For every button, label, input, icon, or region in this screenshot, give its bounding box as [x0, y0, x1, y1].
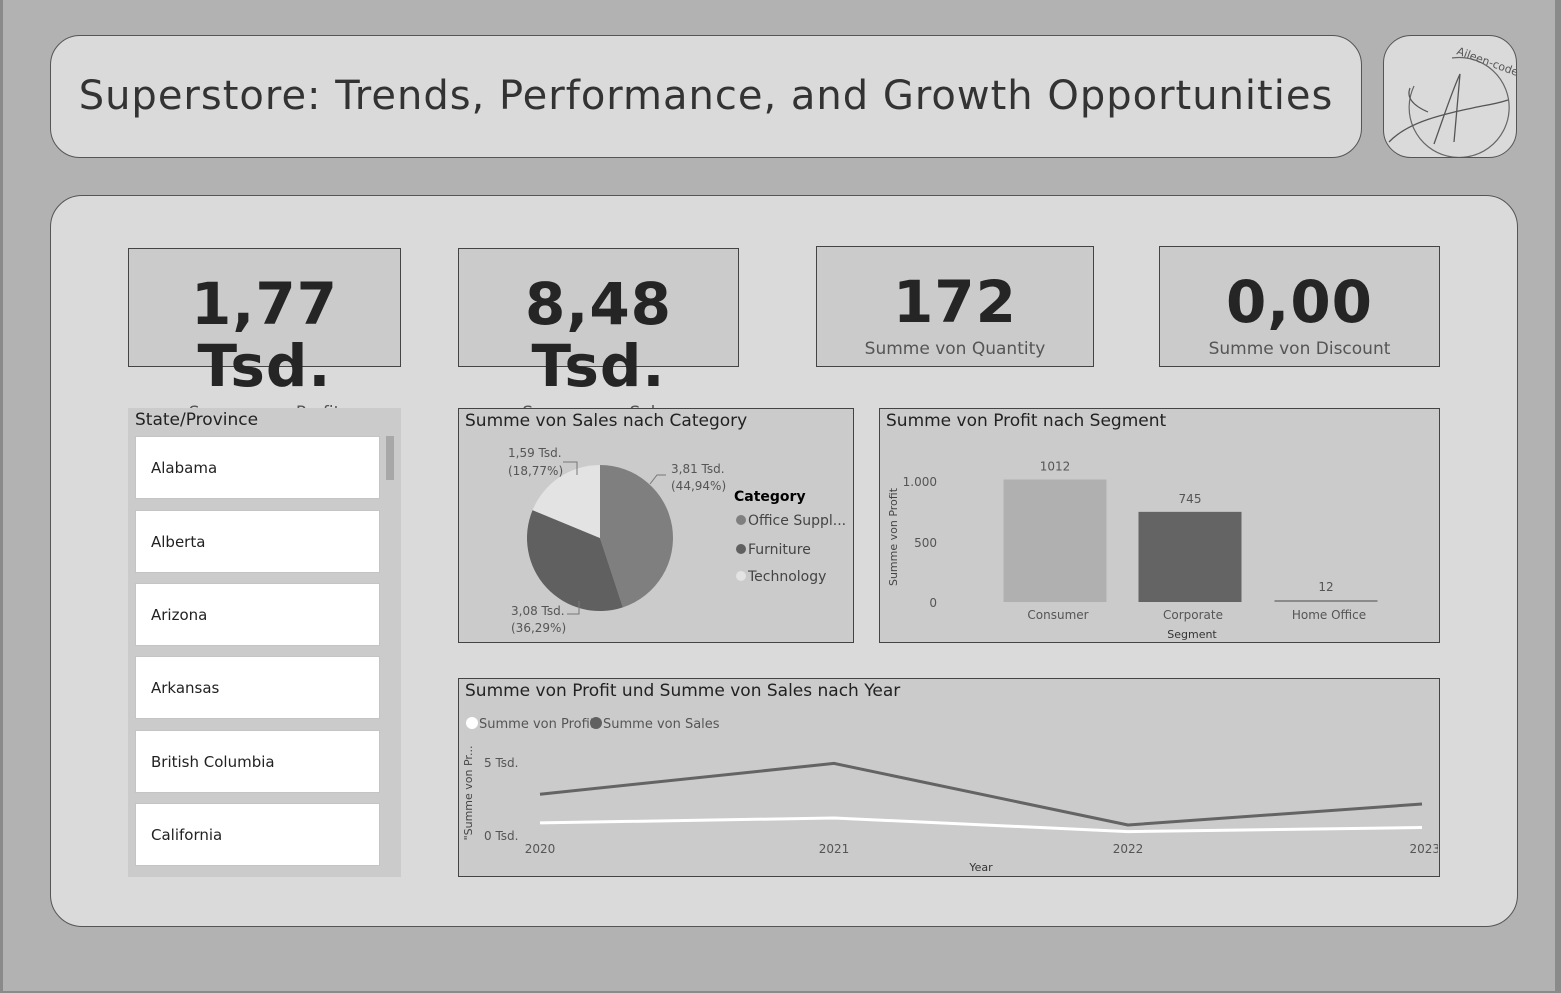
title-bar: Superstore: Trends, Performance, and Gro… [50, 35, 1362, 158]
state-slicer: State/Province Alabama Alberta Arizona A… [128, 408, 401, 877]
pie-legend-dot-technology [736, 571, 746, 581]
line-x-tick-2022: 2022 [1113, 842, 1144, 856]
bar-home-office[interactable] [1274, 600, 1378, 602]
line-legend-profit[interactable]: Summe von Profit [479, 717, 595, 732]
logo: Aileen-code [1383, 35, 1517, 158]
pie-leader-furniture [567, 601, 580, 615]
pie-label-furniture-value: 3,08 Tsd. [511, 604, 565, 618]
bar-chart: Summe von Profit 1.000 500 0 1012 Consume… [887, 460, 1378, 641]
bar-data-label-corporate: 745 [1179, 492, 1202, 506]
bar-chart-title: Summe von Profit nach Segment [886, 411, 1167, 431]
pie-legend-office[interactable]: Office Suppl... [748, 513, 846, 529]
bar-x-tick-consumer: Consumer [1027, 608, 1088, 622]
line-chart-visual[interactable]: Summe von Profit und Summe von Sales nac… [458, 678, 1440, 877]
kpi-value: 8,48 Tsd. [524, 270, 673, 400]
line-x-tick-2021: 2021 [819, 842, 850, 856]
pie-chart-title: Summe von Sales nach Category [465, 411, 748, 431]
pie-chart-visual[interactable]: Summe von Sales nach Category 3,81 Tsd. … [458, 408, 854, 643]
line-legend-dot-sales [590, 717, 602, 729]
slicer-scrollbar[interactable] [386, 436, 394, 480]
slicer-item-alberta[interactable]: Alberta [135, 510, 380, 573]
line-series-profit[interactable] [539, 816, 1423, 834]
line-legend-sales[interactable]: Summe von Sales [603, 717, 720, 732]
line-chart: Summe von Profit Summe von Sales "Summe … [462, 717, 1438, 874]
bar-y-tick: 0 [929, 596, 937, 610]
bar-y-axis-label: Summe von Profit [887, 487, 900, 586]
line-legend-dot-profit [466, 717, 478, 729]
bar-data-label-consumer: 1012 [1040, 460, 1071, 474]
line-y-axis-label: "Summe von Pr... [462, 746, 475, 841]
pie-slice-office-supplies[interactable] [600, 465, 673, 608]
bar-chart-visual[interactable]: Summe von Profit nach Segment Summe von … [879, 408, 1440, 643]
slicer-item-alabama[interactable]: Alabama [135, 436, 380, 499]
pie-label-furniture-percent: (36,29%) [511, 621, 566, 635]
bar-y-tick: 500 [914, 536, 937, 550]
bar-x-tick-corporate: Corporate [1163, 608, 1223, 622]
slicer-title: State/Province [135, 410, 259, 430]
slicer-item-arizona[interactable]: Arizona [135, 583, 380, 646]
kpi-label: Summe von Discount [1208, 339, 1391, 359]
kpi-value: 1,77 Tsd. [190, 270, 339, 400]
pie-legend-title: Category [734, 489, 806, 505]
line-x-axis-label: Year [968, 861, 993, 874]
slicer-item-british-columbia[interactable]: British Columbia [135, 730, 380, 793]
kpi-value: 0,00 [1225, 268, 1374, 336]
page-title: Superstore: Trends, Performance, and Gro… [78, 72, 1334, 119]
pie-legend-dot-office [736, 515, 746, 525]
pie-leader-technology [563, 461, 578, 475]
line-series-sales[interactable] [539, 761, 1423, 827]
signature-logo-icon: Aileen-code [1388, 45, 1517, 157]
bar-x-tick-home-office: Home Office [1292, 608, 1366, 622]
pie-legend-furniture[interactable]: Furniture [748, 542, 811, 558]
pie-leader-office [649, 474, 666, 485]
kpi-card-sales[interactable]: 8,48 Tsd. Summe von Sales [458, 248, 739, 423]
pie-legend-dot-furniture [736, 544, 746, 554]
logo-text: Aileen-code [1455, 45, 1517, 79]
line-y-tick: 0 Tsd. [484, 829, 518, 843]
bar-data-label-home-office: 12 [1318, 580, 1333, 594]
pie-slice-furniture[interactable] [527, 510, 623, 611]
bar-y-tick: 1.000 [903, 475, 937, 489]
kpi-label: Summe von Quantity [864, 339, 1046, 359]
line-chart-title: Summe von Profit und Summe von Sales nac… [465, 681, 901, 701]
pie-label-technology-percent: (18,77%) [508, 464, 563, 478]
slicer-item-arkansas[interactable]: Arkansas [135, 656, 380, 719]
kpi-card-discount[interactable]: 0,00 Summe von Discount [1159, 246, 1440, 367]
pie-chart: 3,81 Tsd. (44,94%) 3,08 Tsd. (36,29%) 1,… [508, 446, 846, 635]
kpi-card-profit[interactable]: 1,77 Tsd. Summe von Profit [128, 248, 401, 423]
line-x-tick-2023: 2023 [1409, 842, 1438, 856]
pie-slice-technology[interactable] [532, 465, 600, 538]
kpi-value: 172 [892, 268, 1018, 336]
bar-corporate[interactable] [1138, 511, 1242, 602]
pie-label-office-value: 3,81 Tsd. [671, 462, 725, 476]
pie-label-technology-value: 1,59 Tsd. [508, 446, 562, 460]
slicer-item-california[interactable]: California [135, 803, 380, 866]
line-y-tick: 5 Tsd. [484, 756, 518, 770]
kpi-card-quantity[interactable]: 172 Summe von Quantity [816, 246, 1094, 367]
pie-label-office-percent: (44,94%) [671, 479, 726, 493]
line-x-tick-2020: 2020 [525, 842, 556, 856]
bar-x-axis-label: Segment [1167, 628, 1217, 641]
pie-legend-technology[interactable]: Technology [747, 569, 826, 585]
bar-consumer[interactable] [1003, 479, 1107, 602]
